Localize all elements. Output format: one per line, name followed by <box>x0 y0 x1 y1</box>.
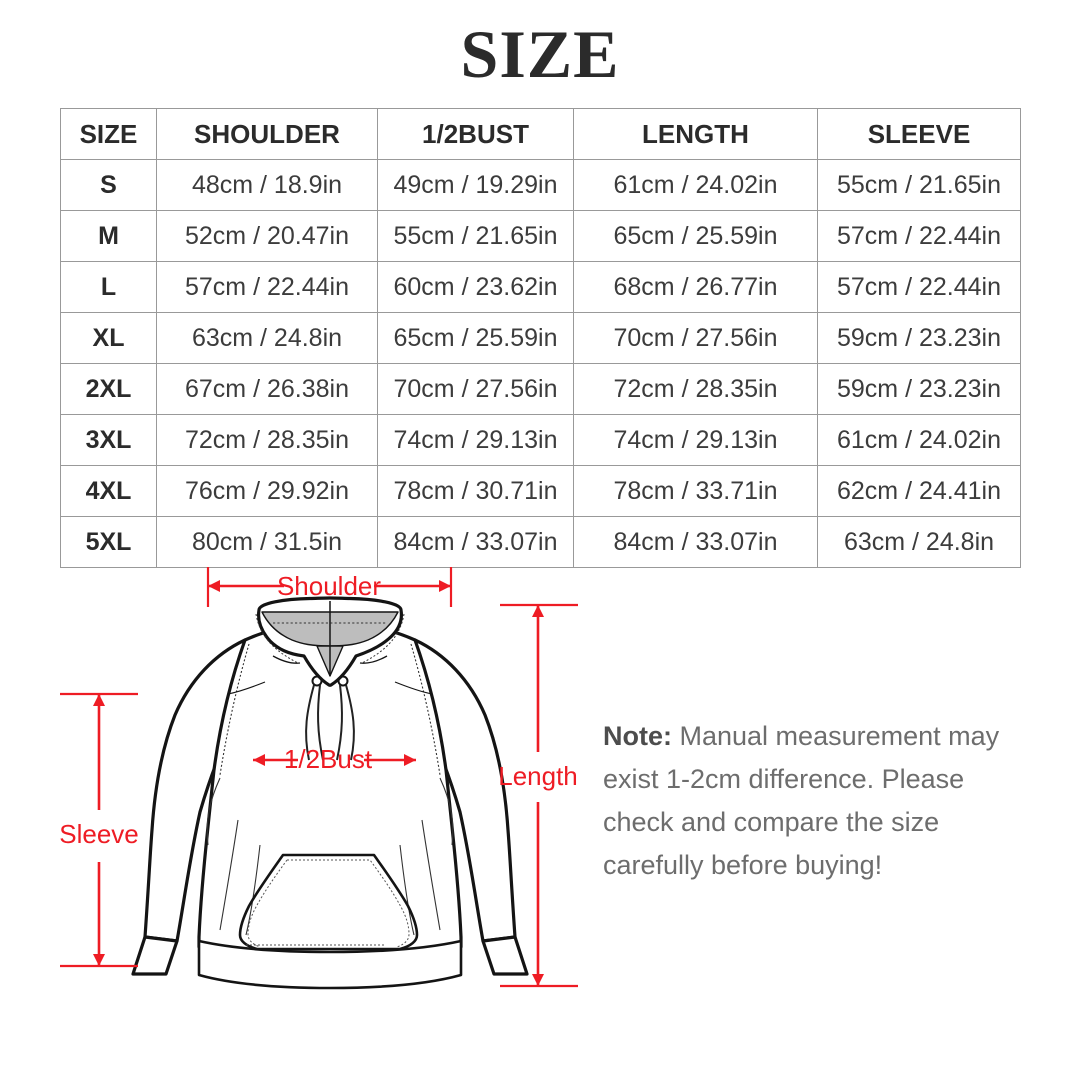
svg-text:1/2Bust: 1/2Bust <box>284 744 373 774</box>
svg-text:Shoulder: Shoulder <box>277 571 381 601</box>
svg-text:Sleeve: Sleeve <box>59 819 139 849</box>
svg-text:Length: Length <box>498 761 578 791</box>
